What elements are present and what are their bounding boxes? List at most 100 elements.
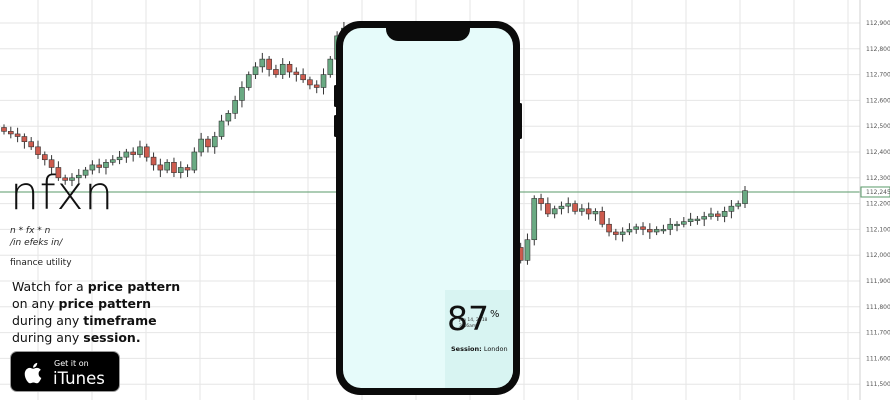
candle-bull	[191, 151, 198, 171]
candle-bull	[89, 164, 96, 171]
signal-percent-sign: %	[490, 309, 500, 320]
candle-bull	[524, 239, 531, 261]
candle-bull	[137, 146, 143, 155]
candle-bear	[48, 159, 55, 168]
candle-bear	[585, 208, 592, 215]
candle-bull	[232, 100, 238, 114]
candle-bear	[184, 167, 191, 171]
candle-bear	[143, 146, 150, 158]
candle-bull	[109, 159, 116, 163]
price-axis-label: 111,700	[866, 330, 890, 337]
candle-bear	[171, 162, 177, 173]
candle-bear	[647, 229, 653, 233]
tagline-line-4: during any session.	[12, 330, 141, 345]
candle-bear	[307, 79, 313, 86]
candle-bear	[273, 69, 279, 75]
price-axis-label: 112,400	[866, 149, 890, 156]
phone-volume-up-button	[334, 85, 337, 107]
candle-bull	[721, 211, 728, 217]
candle-bull	[694, 218, 701, 221]
candle-bull	[735, 203, 742, 207]
price-axis-label: 111,900	[866, 278, 890, 285]
signal-session: Session: London	[451, 345, 508, 353]
candle-bull	[531, 198, 538, 241]
candle-bear	[313, 84, 320, 88]
candle-bull	[742, 190, 748, 204]
candle-bear	[157, 164, 164, 171]
candle-bull	[225, 113, 232, 122]
candle-bull	[579, 208, 585, 212]
candle-bear	[545, 203, 551, 215]
candle-bull	[592, 211, 599, 215]
price-axis-label: 111,800	[866, 304, 890, 311]
candle-bull	[75, 174, 82, 179]
candle-bull	[558, 205, 565, 210]
signal-timestamp: jun 14, 2018 3:46am	[459, 318, 487, 330]
itunes-download-button[interactable]: Get it on iTunes	[10, 351, 120, 392]
candle-bull	[633, 226, 640, 230]
tagline-line-1: Watch for a price pattern	[12, 279, 181, 294]
phone-power-button	[519, 103, 522, 139]
candle-bear	[1, 127, 7, 132]
candle-bull	[218, 120, 225, 137]
candle-bear	[35, 146, 41, 155]
candle-bull	[164, 162, 170, 171]
phone-volume-down-button	[334, 115, 337, 137]
candle-bear	[205, 138, 211, 148]
candle-bull	[327, 58, 334, 75]
price-axis-label: 112,200	[866, 201, 890, 208]
candle-bull	[674, 223, 680, 227]
candle-bull	[687, 218, 694, 222]
candle-bear	[7, 131, 14, 135]
candle-bull	[701, 216, 708, 220]
candle-bear	[640, 226, 646, 230]
app-phonetic: /in efeks in/	[10, 238, 63, 248]
candle-bear	[300, 74, 306, 81]
price-axis-label: 111,600	[866, 355, 890, 362]
price-axis-label: 112,700	[866, 72, 890, 79]
price-axis-label: 112,300	[866, 175, 890, 182]
candle-bear	[293, 71, 300, 75]
candle-bull	[245, 74, 252, 88]
app-category: finance utility	[10, 258, 72, 268]
candle-bear	[55, 167, 62, 179]
candle-bull	[82, 169, 89, 176]
badge-big-text: iTunes	[53, 369, 105, 388]
candle-bull	[252, 66, 259, 75]
candle-bull	[239, 87, 245, 101]
candle-bear	[21, 136, 28, 142]
candle-bear	[28, 141, 34, 148]
candle-bull	[69, 177, 75, 181]
price-axis-label: 112,600	[866, 97, 890, 104]
tagline-line-3: during any timeframe	[12, 313, 157, 328]
candle-bear	[96, 164, 102, 168]
price-axis-label: 112,800	[866, 46, 890, 53]
phone-notch	[386, 21, 470, 41]
candle-bull	[565, 203, 572, 207]
candle-bull	[116, 156, 123, 161]
candle-bull	[667, 223, 674, 230]
candle-bear	[130, 151, 136, 155]
candle-bear	[613, 231, 619, 235]
candle-bull	[681, 221, 687, 225]
candle-bull	[320, 74, 327, 88]
candle-bear	[14, 133, 21, 137]
candle-bull	[653, 229, 660, 233]
signal-probability: 87	[447, 299, 489, 338]
brand-block: nfxn n * fx * n /in efeks in/ finance ut…	[10, 170, 114, 268]
price-axis-label: 112,900	[866, 20, 890, 27]
app-formula: n * fx * n	[10, 226, 51, 236]
price-axis: 112,900 112,800 112,700 112,600 112,500 112,4…	[859, 0, 890, 400]
candle-bull	[198, 138, 204, 153]
price-axis-label: 112,500	[866, 123, 890, 130]
phone-frame: jun 14, 2018 3:46am	[334, 21, 522, 395]
candle-bear	[599, 211, 606, 225]
candle-bull	[660, 229, 667, 232]
signal-time: 3:46am	[459, 324, 477, 329]
current-price-tag	[860, 186, 890, 198]
candle-bull	[279, 63, 286, 75]
candle-bull	[103, 162, 109, 168]
candle-bear	[286, 63, 293, 73]
candle-bear	[266, 58, 272, 70]
tagline: Watch for a price pattern on any price p…	[12, 278, 222, 346]
